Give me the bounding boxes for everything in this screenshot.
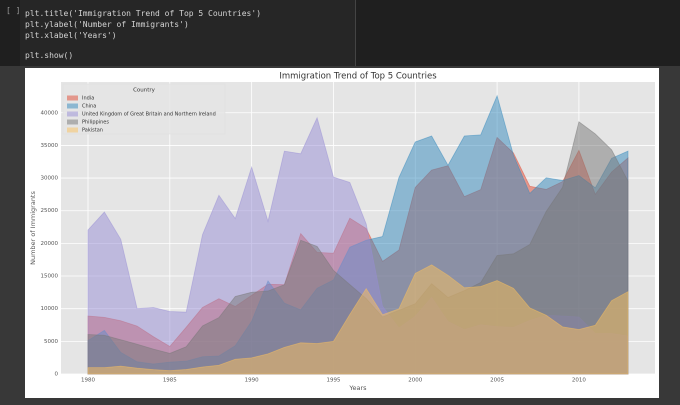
legend-swatch [67,95,78,101]
legend-label: Pakistan [82,128,103,134]
x-tick-label: 1980 [81,378,95,384]
y-tick-label: 10000 [41,306,59,312]
code-line: plt.title('Immigration Trend of Top 5 Co… [25,9,262,18]
x-tick-label: 2005 [490,378,504,384]
code-line: plt.xlabel('Years') [25,31,117,40]
legend-title: Country [133,88,156,94]
y-tick-label: 5000 [44,339,58,345]
legend-label: United Kingdom of Great Britain and Nort… [82,112,216,118]
legend-label: China [82,104,96,110]
chart-title: Immigration Trend of Top 5 Countries [279,72,437,82]
code-line: plt.ylabel('Number of Immigrants') [25,20,189,29]
x-tick-label: 1995 [326,378,340,384]
legend-label: Philippines [82,120,109,126]
x-tick-label: 1985 [163,378,177,384]
x-tick-label: 2000 [408,378,422,384]
output: Immigration Trend of Top 5 Countries Yea… [25,68,659,398]
x-tick-label: 1990 [245,378,259,384]
code-cell: [ ] plt.title('Immigration Trend of Top … [0,0,680,66]
code-line: plt.show() [25,51,74,60]
x-tick-label: 2010 [572,378,586,384]
cell-prompt[interactable]: [ ] [6,6,21,15]
y-tick-label: 25000 [41,208,59,214]
y-tick-label: 20000 [41,241,59,247]
area [87,264,629,375]
legend-swatch [67,111,78,117]
legend-swatch [67,119,78,125]
y-tick-label: 30000 [41,176,59,182]
legend-label: India [82,96,94,102]
legend-swatch [67,127,78,133]
code-editor[interactable]: plt.title('Immigration Trend of Top 5 Co… [20,0,356,66]
y-tick-label: 15000 [41,274,59,280]
legend-box [62,83,226,135]
x-axis-label: Years [348,384,367,392]
chart: Immigration Trend of Top 5 Countries Yea… [29,72,655,392]
y-tick-label: 0 [55,372,59,378]
y-tick-label: 40000 [41,110,59,116]
y-axis-label: Number of Immigrants [29,191,37,265]
legend-swatch [67,103,78,109]
y-tick-label: 35000 [41,143,59,149]
